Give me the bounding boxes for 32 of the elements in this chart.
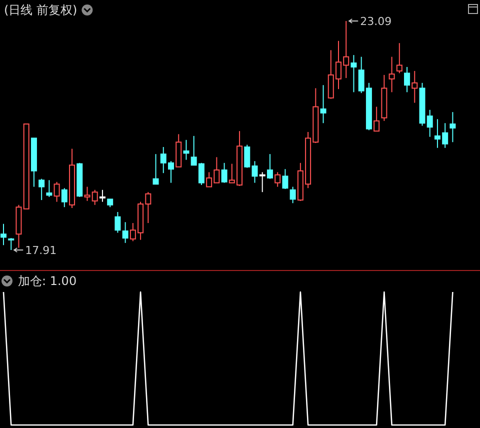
- candlestick: [38, 178, 45, 201]
- candlestick: [426, 109, 433, 138]
- chart-title: (日线 前复权): [4, 3, 78, 17]
- candlestick: [374, 106, 380, 132]
- candlestick: [266, 154, 273, 180]
- candlestick: [320, 84, 326, 124]
- candlestick: [99, 189, 106, 202]
- candlestick: [122, 222, 128, 244]
- annotation: 23.09: [360, 15, 392, 28]
- candlestick: [46, 180, 52, 198]
- annotation: 17.91: [25, 244, 57, 258]
- candlestick: [290, 186, 296, 204]
- candlestick: [412, 70, 418, 104]
- chart-title: 加仓: 1.00: [18, 274, 77, 288]
- candlestick: [450, 112, 456, 143]
- candlestick: [92, 189, 98, 206]
- candlestick: [274, 172, 281, 188]
- candlestick: [388, 56, 395, 93]
- candlestick: [350, 54, 357, 93]
- candlestick: [282, 168, 288, 190]
- candlestick: [404, 66, 410, 93]
- candlestick: [259, 172, 266, 193]
- candlestick: [0, 223, 6, 246]
- candlestick: [8, 238, 14, 250]
- candlestick: [183, 139, 190, 160]
- candlestick: [221, 162, 228, 184]
- candlestick: [54, 181, 60, 202]
- candlestick: [396, 42, 402, 74]
- candlestick: [152, 154, 159, 185]
- candlestick: [84, 186, 90, 202]
- candlestick: [61, 188, 68, 208]
- candlestick: [114, 211, 121, 234]
